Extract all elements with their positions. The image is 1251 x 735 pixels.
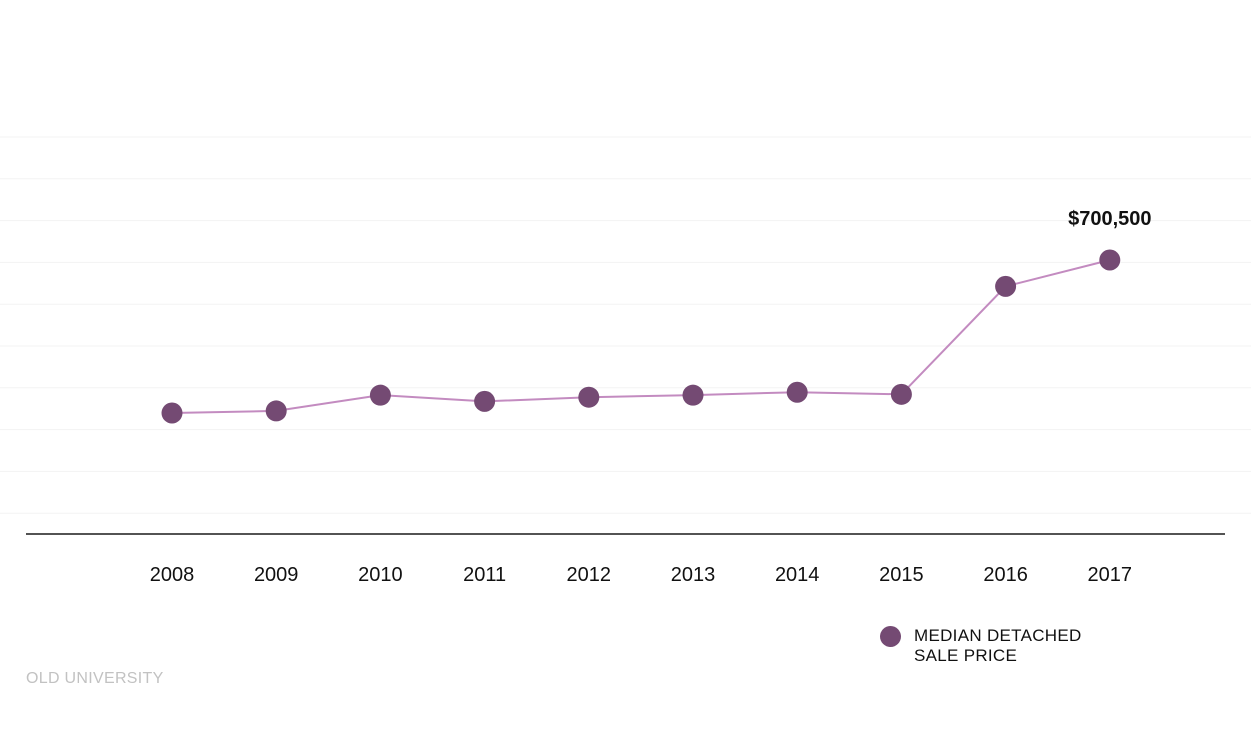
x-tick-label: 2009 bbox=[254, 564, 299, 586]
value-annotations: $700,500 bbox=[1068, 208, 1151, 230]
x-tick-label: 2014 bbox=[775, 564, 820, 586]
x-tick-label: 2016 bbox=[983, 564, 1028, 586]
source-label: OLD UNIVERSITY bbox=[26, 670, 164, 687]
data-point bbox=[265, 400, 287, 422]
x-tick-label: 2013 bbox=[671, 564, 716, 586]
series-line bbox=[171, 259, 1111, 414]
data-point bbox=[474, 390, 496, 412]
legend-marker-icon bbox=[880, 626, 901, 647]
data-point bbox=[161, 402, 183, 424]
data-point bbox=[890, 383, 912, 405]
data-point bbox=[1099, 249, 1121, 271]
data-point bbox=[369, 384, 391, 406]
gridlines bbox=[0, 136, 1251, 514]
data-point bbox=[786, 381, 808, 403]
x-tick-label: 2010 bbox=[358, 564, 403, 586]
legend-label: MEDIAN DETACHED SALE PRICE bbox=[914, 626, 1082, 665]
data-point bbox=[578, 386, 600, 408]
data-point bbox=[682, 384, 704, 406]
x-tick-label: 2012 bbox=[567, 564, 612, 586]
x-axis-tick-labels: 2008 2009 2010 2011 2012 2013 2014 2015 2016 2017 bbox=[150, 564, 1132, 586]
x-tick-label: 2011 bbox=[463, 564, 506, 586]
x-tick-label: 2015 bbox=[879, 564, 924, 586]
x-tick-label: 2008 bbox=[150, 564, 195, 586]
data-label: $700,500 bbox=[1068, 208, 1151, 230]
data-points bbox=[161, 249, 1121, 424]
data-point bbox=[995, 275, 1017, 297]
legend: MEDIAN DETACHED SALE PRICE bbox=[880, 626, 1104, 666]
x-tick-label: 2017 bbox=[1088, 564, 1133, 586]
